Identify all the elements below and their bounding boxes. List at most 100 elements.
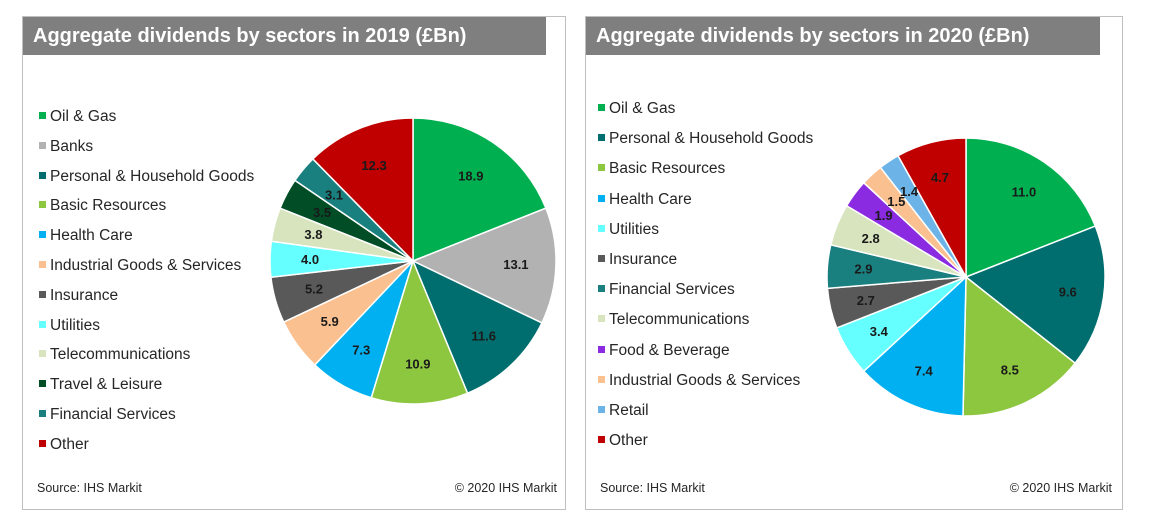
legend-label: Telecommunications [609, 311, 750, 329]
legend-item-personal-and-household-goods: Personal & Household Goods [598, 129, 813, 149]
legend-label: Financial Services [609, 281, 735, 299]
legend-item-oil-and-gas: Oil & Gas [598, 99, 675, 119]
legend-swatch [598, 164, 605, 172]
chart-panel-2020: Aggregate dividends by sectors in 2020 (… [585, 16, 1123, 510]
slice-value-label: 2.7 [857, 293, 875, 308]
legend-swatch [598, 345, 605, 353]
slice-value-label: 11.6 [471, 328, 496, 343]
legend-swatch [39, 350, 46, 358]
legend-label: Industrial Goods & Services [609, 371, 801, 389]
pie-slice-oil-and-gas [412, 117, 547, 263]
legend-label: Retail [609, 402, 649, 419]
legend-item-oil-and-gas: Oil & Gas [39, 107, 116, 127]
legend-swatch [598, 194, 605, 202]
slice-value-label: 7.3 [352, 343, 370, 358]
slice-value-label: 13.1 [503, 257, 528, 272]
legend-swatch [39, 231, 46, 239]
slice-value-label: 18.9 [458, 168, 483, 183]
slice-value-label: 11.0 [1012, 184, 1037, 199]
legend-swatch [598, 224, 605, 232]
legend-swatch [39, 439, 46, 447]
pie-chart: 18.9 13.1 11.6 10.9 7.3 5.9 5.2 4.0 3.8 3.5 3.1 12.… [269, 117, 557, 405]
pie-slice-banks [411, 207, 557, 324]
legend-swatch [598, 255, 605, 262]
pie-slice-other [311, 117, 414, 263]
chart-title: Aggregate dividends by sectors in 2019 (… [23, 17, 546, 55]
legend-swatch [39, 320, 46, 328]
legend-swatch [598, 375, 605, 383]
legend-label: Health Care [609, 190, 692, 208]
legend-swatch [39, 290, 46, 298]
legend-item-basic-resources: Basic Resources [39, 196, 166, 216]
legend-item-retail: Retail [598, 401, 649, 421]
legend-item-industrial-goods-and-services: Industrial Goods & Services [598, 371, 800, 391]
pie-slice-basic-resources [370, 258, 469, 405]
slice-value-label: 5.2 [305, 282, 323, 297]
chart-title: Aggregate dividends by sectors in 2020 (… [586, 17, 1100, 55]
chart-panel-2019: Aggregate dividends by sectors in 2019 (… [22, 16, 566, 510]
legend-label: Food & Beverage [609, 341, 730, 359]
legend-swatch [39, 112, 46, 119]
legend-item-utilities: Utilities [39, 316, 100, 336]
slice-value-label: 5.9 [321, 314, 339, 329]
slice-value-label: 8.5 [1001, 363, 1019, 378]
slice-value-label: 3.1 [325, 187, 343, 202]
legend-swatch [598, 285, 605, 293]
slice-value-label: 1.5 [887, 194, 905, 209]
legend-item-personal-and-household-goods: Personal & Household Goods [39, 167, 254, 187]
slice-value-label: 4.0 [301, 252, 319, 267]
legend-swatch [598, 134, 605, 142]
legend-item-utilities: Utilities [598, 220, 659, 240]
slice-value-label: 10.9 [405, 356, 430, 371]
legend-item-financial-services: Financial Services [39, 405, 176, 425]
legend-label: Other [609, 432, 648, 450]
legend-label: Health Care [50, 227, 133, 245]
legend-label: Oil & Gas [50, 108, 117, 125]
legend-swatch [598, 104, 605, 111]
legend-item-banks: Banks [39, 137, 93, 157]
legend-label: Travel & Leisure [50, 376, 163, 394]
legend-swatch [39, 171, 46, 179]
legend-item-food-and-beverage: Food & Beverage [598, 341, 730, 361]
legend-item-other: Other [598, 431, 648, 451]
legend-item-basic-resources: Basic Resources [598, 159, 725, 179]
slice-value-label: 2.9 [854, 262, 872, 277]
legend-item-insurance: Insurance [39, 286, 118, 306]
legend-swatch [39, 261, 46, 268]
pie-slice-oil-and-gas [965, 137, 1097, 279]
legend-swatch [39, 141, 46, 149]
legend-label: Oil & Gas [609, 100, 676, 117]
pie-chart: 11.0 9.6 8.5 7.4 3.4 2.7 2.9 2.8 1.91.51.4 4.7 [826, 137, 1106, 417]
pie-slice-health-care [862, 275, 967, 417]
pie-slice-personal-and-household-goods [964, 225, 1106, 365]
legend-item-industrial-goods-and-services: Industrial Goods & Services [39, 256, 241, 276]
legend-label: Personal & Household Goods [609, 130, 814, 148]
legend-swatch [39, 380, 46, 388]
legend-label: Telecommunications [50, 346, 191, 364]
copyright-note: © 2020 IHS Markit [1009, 481, 1112, 495]
copyright-note: © 2020 IHS Markit [454, 481, 557, 495]
legend-item-travel-and-leisure: Travel & Leisure [39, 375, 162, 395]
legend-label: Utilities [609, 220, 659, 238]
legend-label: Financial Services [50, 406, 176, 423]
legend-label: Basic Resources [50, 197, 167, 215]
pie-slice-other [897, 137, 967, 280]
slice-value-label: 12.3 [361, 158, 386, 173]
legend-label: Banks [50, 137, 94, 155]
legend-swatch [598, 315, 605, 323]
slice-value-label: 3.8 [304, 227, 322, 242]
slice-value-label: 1.9 [875, 208, 893, 223]
legend-label: Personal & Household Goods [50, 167, 255, 185]
legend-label: Utilities [50, 316, 100, 334]
slice-value-label: 2.8 [862, 231, 880, 246]
slice-value-label: 7.4 [915, 363, 934, 378]
legend-label: Other [50, 435, 89, 453]
legend-swatch [39, 201, 46, 209]
legend-label: Insurance [50, 286, 119, 304]
slice-value-label: 9.6 [1059, 285, 1077, 300]
legend-item-health-care: Health Care [39, 226, 133, 246]
legend-item-telecommunications: Telecommunications [598, 310, 749, 330]
legend-swatch [598, 406, 605, 413]
source-note: Source: IHS Markit [600, 481, 705, 495]
slice-value-label: 3.5 [313, 205, 331, 220]
